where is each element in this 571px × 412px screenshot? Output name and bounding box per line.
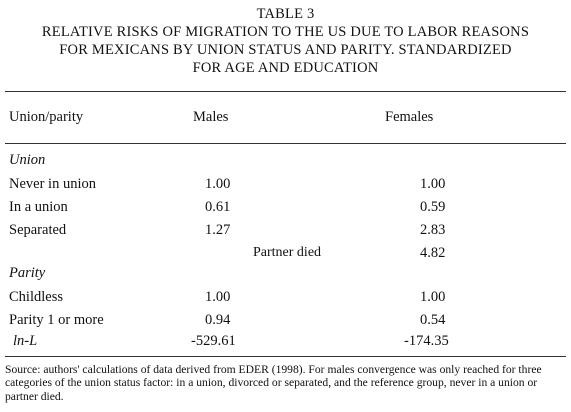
females-value: 0.59 <box>420 199 446 215</box>
males-value: 1.27 <box>205 222 231 238</box>
column-header-males: Males <box>193 109 229 125</box>
table-title-line-2: FOR MEXICANS BY UNION STATUS AND PARITY.… <box>59 42 512 58</box>
column-header-females: Females <box>385 109 434 125</box>
males-value: 0.61 <box>205 199 231 215</box>
column-header-union-parity: Union/parity <box>9 109 84 125</box>
row-label: Separated <box>9 222 67 238</box>
table-number: TABLE 3 <box>256 6 315 22</box>
table-source-note: Source: authors' calculations of data de… <box>5 363 542 403</box>
males-value: -529.61 <box>191 333 236 349</box>
row-label: Never in union <box>9 176 96 192</box>
females-value: -174.35 <box>404 333 449 349</box>
table-title-line-1: RELATIVE RISKS OF MIGRATION TO THE US DU… <box>41 24 530 40</box>
males-value: 1.00 <box>205 176 231 192</box>
row-label-partner-died: Partner died <box>253 245 322 260</box>
row-label-log-likelihood: ln-L <box>13 333 38 349</box>
bottom-rule <box>5 356 566 357</box>
females-value: 4.82 <box>420 245 446 261</box>
table-title-block: TABLE 3 RELATIVE RISKS OF MIGRATION TO T… <box>0 5 571 77</box>
top-rule <box>5 91 566 92</box>
females-value: 1.00 <box>420 176 446 192</box>
females-value: 2.83 <box>420 222 446 238</box>
section-heading-union: Union <box>9 152 46 168</box>
females-value: 0.54 <box>420 312 446 328</box>
males-value: 0.94 <box>205 312 231 328</box>
header-rule <box>5 143 566 144</box>
section-heading-parity: Parity <box>9 265 46 281</box>
row-label: Childless <box>9 289 63 305</box>
row-label: In a union <box>9 199 68 215</box>
males-value: 1.00 <box>205 289 231 305</box>
row-label: Parity 1 or more <box>9 312 104 328</box>
females-value: 1.00 <box>420 289 446 305</box>
table-title-line-3: FOR AGE AND EDUCATION <box>192 60 379 76</box>
